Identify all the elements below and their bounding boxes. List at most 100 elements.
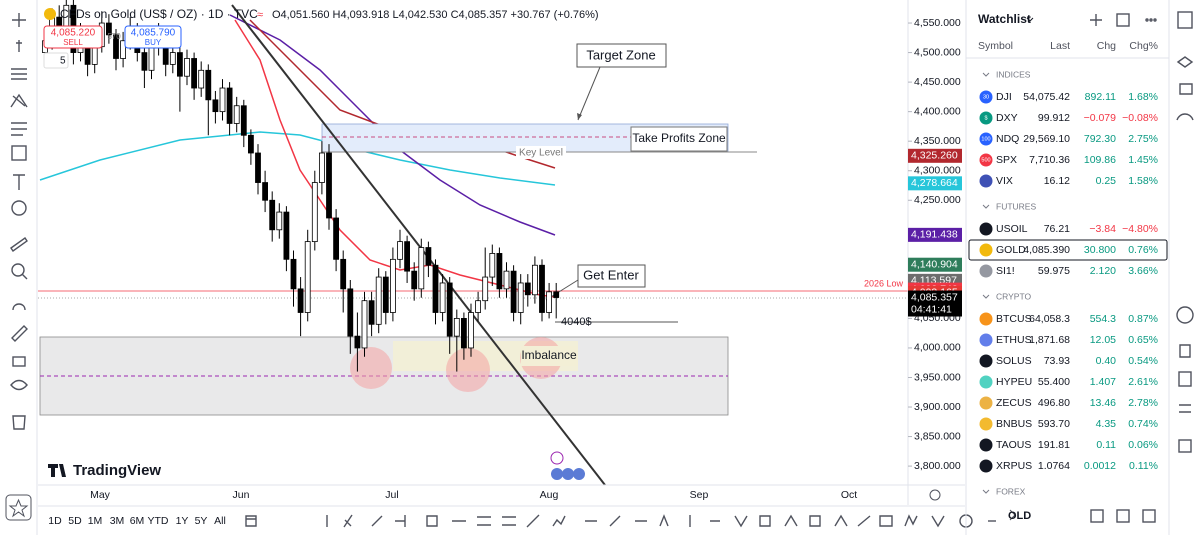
y-tick-label: 3,800.000	[914, 460, 961, 472]
column-header: Symbol	[978, 40, 1013, 52]
logo: TradingView	[73, 462, 161, 479]
timeframe-button[interactable]: 1Y	[176, 515, 189, 527]
timeframe-button[interactable]: 5D	[68, 515, 82, 527]
candle-body	[418, 247, 425, 290]
y-tick-label: 4,350.000	[914, 135, 961, 147]
symbol[interactable]: HYPEU	[996, 376, 1032, 388]
candle-body	[318, 152, 325, 183]
watchlist: Watchlist Symbol Last Chg Chg% INDICES 30 DJI 5…	[966, 12, 1169, 496]
candle-body	[290, 258, 297, 290]
symbol[interactable]: NDQ	[996, 133, 1019, 145]
symbol-icon	[979, 375, 993, 389]
change: 4.35	[1096, 418, 1117, 430]
candle-body	[397, 241, 403, 260]
y-tick-label: 3,950.000	[914, 371, 961, 383]
take-profits-label: Take Profits Zone	[632, 131, 726, 145]
last-price: 7,710.36	[1029, 154, 1070, 166]
timeframe-button[interactable]: 1M	[88, 515, 103, 527]
candle-body	[546, 291, 552, 313]
symbol[interactable]: USOIL	[996, 223, 1028, 235]
candle-body	[255, 152, 261, 183]
price-tag	[908, 148, 962, 163]
y-tick-label: 4,250.000	[914, 194, 961, 206]
symbol[interactable]: GOLD	[996, 244, 1026, 256]
level-label: 4040$	[561, 316, 592, 328]
candle-body	[326, 152, 332, 219]
symbol[interactable]: DXY	[996, 112, 1018, 124]
candle-body	[553, 291, 560, 298]
column-header: Last	[1050, 40, 1070, 52]
timeframe-button[interactable]: 1D	[48, 515, 62, 527]
left-toolbar	[5, 0, 38, 535]
price-tag	[908, 290, 962, 317]
last-price: 16.12	[1044, 175, 1070, 187]
section-title: CRYPTO	[996, 291, 1032, 301]
symbol-icon-text: 100	[981, 136, 990, 142]
y-tick-label: 4,300.000	[914, 165, 961, 177]
last-price: 29,569.10	[1023, 133, 1070, 145]
symbol[interactable]: SI1!	[996, 265, 1015, 277]
section-chevron	[982, 294, 990, 299]
timeframe-button[interactable]: 3M	[110, 515, 125, 527]
symbol-icon	[979, 354, 993, 368]
spread: 570	[107, 32, 121, 41]
last-price: 64,058.3	[1029, 313, 1070, 325]
candle-body	[176, 52, 183, 77]
symbol[interactable]: BNBUS	[996, 418, 1032, 430]
symbol[interactable]: BTCUS	[996, 313, 1032, 325]
last-price: 593.70	[1038, 418, 1070, 430]
change: 792.30	[1084, 133, 1116, 145]
candle-body	[361, 300, 368, 349]
symbol-icon-text: 30	[983, 94, 989, 100]
symbol[interactable]: DJI	[996, 91, 1012, 103]
ohlc: O4,051.560 H4,093.918 L4,042.530 C4,085.…	[272, 9, 599, 21]
bottom-right-label: OLD	[1008, 510, 1031, 522]
candle-body	[233, 105, 240, 124]
candle-body	[446, 282, 453, 337]
symbol[interactable]: ZECUS	[996, 397, 1032, 409]
last-price: 76.21	[1044, 223, 1070, 235]
buy-button[interactable]	[124, 25, 182, 49]
symbol[interactable]: XRPUS	[996, 460, 1032, 472]
candle-body	[524, 282, 531, 296]
candle-body	[354, 335, 361, 349]
sell-button[interactable]	[43, 25, 103, 49]
candle-body	[482, 276, 489, 302]
candle-body	[460, 318, 467, 349]
timeframe-button[interactable]: YTD	[148, 515, 169, 527]
candle-body	[226, 87, 233, 124]
candle-body	[475, 300, 482, 313]
timeframe-button[interactable]: All	[214, 515, 226, 527]
change-pct: 1.58%	[1128, 175, 1158, 187]
symbol[interactable]: SOLUS	[996, 355, 1032, 367]
symbol[interactable]: ETHUS	[996, 334, 1032, 346]
change: 12.05	[1090, 334, 1116, 346]
symbol[interactable]: SPX	[996, 154, 1017, 166]
timeframe-button[interactable]: 5Y	[195, 515, 208, 527]
change: 0.0012	[1084, 460, 1116, 472]
candle-body	[389, 258, 396, 313]
symbol[interactable]: VIX	[996, 175, 1013, 187]
y-tick-label: 4,500.000	[914, 46, 961, 58]
change-pct: 0.76%	[1128, 244, 1158, 256]
x-tick-label: Jun	[233, 489, 250, 501]
candle-body	[304, 241, 311, 313]
candle-body	[368, 300, 375, 325]
symbol[interactable]: TAOUS	[996, 439, 1031, 451]
imbalance-label: Imbalance	[521, 348, 577, 362]
price-tag-label: 4,278.664	[911, 177, 958, 189]
sell-label: SELL	[63, 38, 83, 47]
x-tick-label: Jul	[385, 489, 398, 501]
candle-body	[539, 264, 545, 313]
symbol-icon	[979, 264, 993, 278]
change-pct: 2.78%	[1128, 397, 1158, 409]
timeframe-button[interactable]: 6M	[130, 515, 145, 527]
candle-body	[411, 270, 418, 290]
change-pct: 0.06%	[1128, 439, 1158, 451]
change-pct: 0.54%	[1128, 355, 1158, 367]
target-zone-label: Target Zone	[586, 47, 655, 62]
x-tick-label: May	[90, 489, 111, 501]
candle-body	[503, 270, 510, 290]
symbol-icon	[979, 312, 993, 326]
last-price: 496.80	[1038, 397, 1070, 409]
